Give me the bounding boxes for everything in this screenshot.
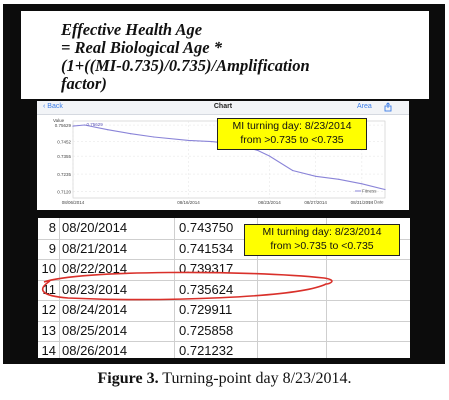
formula-line-3: (1+((MI-0.735)/0.735)/Amplification bbox=[61, 56, 310, 75]
table-callout-line-1: MI turning day: 8/23/2014 bbox=[262, 226, 382, 238]
row-value: 0.735624 bbox=[175, 279, 258, 300]
row-index: 12 bbox=[38, 300, 60, 321]
table-callout: MI turning day: 8/23/2014 from >0.735 to… bbox=[244, 224, 400, 256]
formula-line-1: Effective Health Age bbox=[61, 20, 203, 39]
area-button[interactable]: Area bbox=[357, 103, 372, 110]
y-tick-label: 0.75629 bbox=[55, 123, 72, 128]
y-tick-label: 0.7355 bbox=[57, 154, 71, 159]
table-row: 8 08/20/2014 0.743750 bbox=[38, 218, 410, 240]
table-row: 9 08/21/2014 0.741534 bbox=[38, 238, 410, 260]
data-point bbox=[153, 136, 155, 138]
peak-label: 0.75629 bbox=[87, 122, 104, 127]
back-button[interactable]: ‹ Back bbox=[43, 103, 63, 110]
table-callout-line-2: from >0.735 to <0.735 bbox=[270, 240, 374, 252]
row-date: 08/21/2014 bbox=[60, 238, 175, 259]
legend-label-fitness: Fitness bbox=[362, 189, 377, 194]
caption-text: Turning-point day 8/23/2014. bbox=[158, 370, 352, 387]
formula-line-4: factor) bbox=[61, 74, 107, 93]
y-axis-label: Value bbox=[53, 118, 65, 123]
row-index: 8 bbox=[38, 218, 60, 239]
row-date: 08/24/2014 bbox=[60, 300, 175, 321]
x-tick-label: 08/16/2014 bbox=[177, 200, 200, 205]
back-label: Back bbox=[47, 103, 63, 110]
row-index: 9 bbox=[38, 238, 60, 259]
x-tick-label: 08/27/2014 bbox=[304, 200, 327, 205]
caption-label: Figure 3. bbox=[97, 370, 159, 387]
chart-app-screenshot: ‹ Back Chart Area 0.75629 0.7452 0.7355 0.7… bbox=[37, 101, 409, 210]
empty-cell bbox=[258, 259, 327, 280]
row-index: 10 bbox=[38, 259, 60, 280]
table-row: 11 08/23/2014 0.735624 bbox=[38, 279, 410, 301]
empty-cell bbox=[258, 279, 327, 300]
data-point bbox=[361, 183, 363, 185]
row-index: 14 bbox=[38, 341, 60, 358]
figure-caption: Figure 3. Turning-point day 8/23/2014. bbox=[0, 370, 449, 388]
row-value: 0.729911 bbox=[175, 300, 258, 321]
share-icon[interactable] bbox=[383, 102, 393, 112]
table-row: 13 08/25/2014 0.725858 bbox=[38, 320, 410, 342]
y-tick-label: 0.7120 bbox=[57, 189, 71, 194]
row-date: 08/20/2014 bbox=[60, 218, 175, 239]
table-row: 12 08/24/2014 0.729911 bbox=[38, 300, 410, 322]
empty-cell bbox=[258, 320, 327, 341]
chart-callout: MI turning day: 8/23/2014 from >0.735 to… bbox=[217, 118, 367, 150]
formula-line-2: = Real Biological Age * bbox=[61, 38, 222, 57]
row-date: 08/22/2014 bbox=[60, 259, 175, 280]
data-point bbox=[211, 141, 213, 143]
chart-callout-line-1: MI turning day: 8/23/2014 bbox=[232, 120, 352, 132]
row-date: 08/25/2014 bbox=[60, 320, 175, 341]
data-point bbox=[384, 188, 386, 191]
data-point bbox=[315, 175, 317, 177]
formula-box: Effective Health Age = Real Biological A… bbox=[21, 11, 429, 99]
y-tick-label: 0.7452 bbox=[57, 140, 71, 145]
y-tick-label: 0.7235 bbox=[57, 172, 71, 177]
data-table: 14 08/26/2014 0.721232 13 08/25/2014 0.725858… bbox=[38, 218, 410, 358]
row-date: 08/23/2014 bbox=[60, 279, 175, 300]
x-tick-label: 08/23/2014 bbox=[258, 200, 281, 205]
row-index: 13 bbox=[38, 320, 60, 341]
data-point bbox=[130, 133, 132, 135]
highlight-ellipse bbox=[41, 271, 333, 301]
x-tick-label: 08/31/2014 bbox=[351, 200, 374, 205]
data-point bbox=[257, 149, 259, 152]
nav-title: Chart bbox=[213, 103, 233, 110]
x-tick-label: 08/06/2014 bbox=[62, 200, 85, 205]
data-point bbox=[291, 169, 294, 172]
row-value: 0.725858 bbox=[175, 320, 258, 341]
data-point bbox=[187, 139, 190, 142]
data-point bbox=[268, 155, 271, 157]
empty-cell bbox=[258, 300, 327, 321]
data-point bbox=[72, 125, 74, 127]
highlight-stroke bbox=[41, 271, 333, 301]
row-value: 0.721232 bbox=[175, 341, 258, 358]
data-point bbox=[107, 129, 109, 131]
row-date: 08/26/2014 bbox=[60, 341, 175, 358]
data-point bbox=[338, 178, 340, 180]
legend-label-date: Date bbox=[374, 200, 384, 205]
chart-callout-line-2: from >0.735 to <0.735 bbox=[240, 134, 344, 146]
data-point bbox=[83, 124, 86, 126]
nav-bar: ‹ Back Chart Area bbox=[37, 101, 409, 115]
table-row: 14 08/26/2014 0.721232 bbox=[38, 341, 410, 358]
empty-cell bbox=[258, 341, 327, 358]
